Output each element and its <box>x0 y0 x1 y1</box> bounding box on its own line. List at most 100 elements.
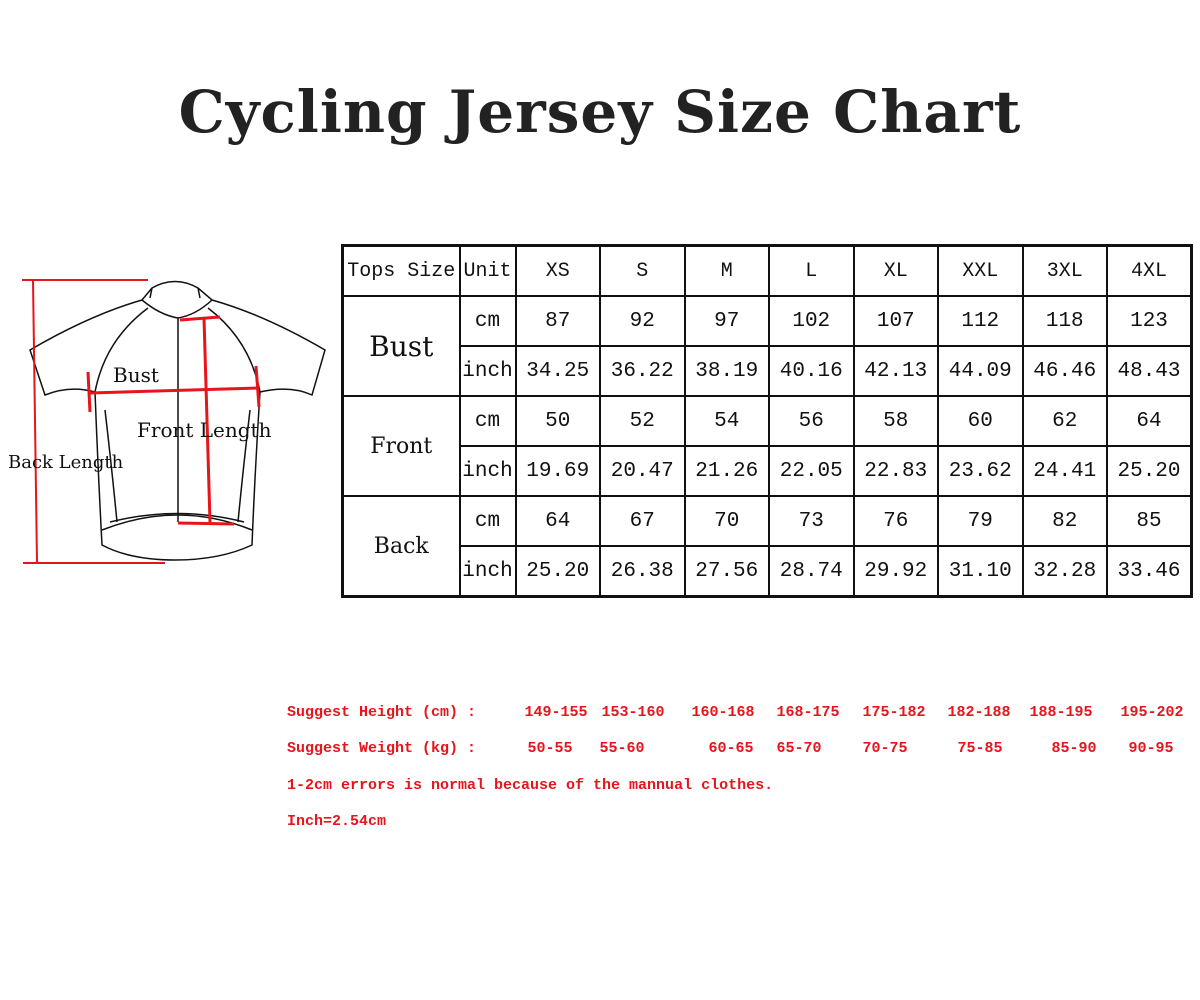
suggested-weight: 65-70 <box>776 740 822 757</box>
value-cell: 21.26 <box>683 445 770 497</box>
table-row: inch 34.25 36.22 38.19 40.16 42.13 44.09 46.46 4… <box>343 345 1193 397</box>
jersey-diagram: Bust Front Length Back Length <box>8 279 326 564</box>
value-cell: 25.20 <box>1106 445 1193 497</box>
header-size: S <box>599 244 686 297</box>
suggested-height: 188-195 <box>1029 704 1093 721</box>
suggested-weight: 85-90 <box>1051 740 1097 757</box>
header-size: 4XL <box>1106 244 1193 297</box>
header-size: 3XL <box>1021 244 1108 297</box>
value-cell: 107 <box>852 295 939 347</box>
measure-lines <box>22 279 261 564</box>
header-size: M <box>683 244 770 297</box>
value-cell: 44.09 <box>937 345 1024 397</box>
value-cell: 102 <box>768 295 855 347</box>
weight-label: Suggest Weight (kg) : <box>287 740 477 757</box>
header-size: L <box>768 244 855 297</box>
row-group-label: Bust <box>341 295 461 397</box>
table-row: Back cm 64 67 70 73 76 79 82 85 <box>341 495 1193 598</box>
value-cell: 23.62 <box>937 445 1024 497</box>
suggested-weight: 75-85 <box>957 740 1003 757</box>
value-cell: 118 <box>1021 295 1108 347</box>
suggested-height: 153-160 <box>601 704 665 721</box>
value-cell: 92 <box>599 295 686 347</box>
value-cell: 67 <box>599 495 686 547</box>
value-cell: 82 <box>1021 495 1108 547</box>
row-group-label: Back <box>341 495 461 598</box>
value-cell: 97 <box>683 295 770 347</box>
row-group-label: Front <box>341 395 461 497</box>
value-cell: 33.46 <box>1106 545 1193 598</box>
value-cell: 60 <box>937 395 1024 447</box>
value-cell: 29.92 <box>852 545 939 598</box>
front-length-label: Front Length <box>137 418 272 442</box>
value-cell: 64 <box>514 495 601 547</box>
size-table: Tops Size Unit XS S M L XL XXL 3XL 4XL B… <box>341 244 1193 598</box>
value-cell: 42.13 <box>852 345 939 397</box>
suggested-height: 182-188 <box>947 704 1011 721</box>
value-cell: 32.28 <box>1021 545 1108 598</box>
value-cell: 73 <box>768 495 855 547</box>
value-cell: 34.25 <box>514 345 601 397</box>
suggested-weight: 50-55 <box>527 740 573 757</box>
value-cell: 54 <box>683 395 770 447</box>
value-cell: 56 <box>768 395 855 447</box>
table-header-row: Tops Size Unit XS S M L XL XXL 3XL 4XL <box>341 244 1193 297</box>
value-cell: 28.74 <box>768 545 855 598</box>
value-cell: 22.83 <box>852 445 939 497</box>
height-label: Suggest Height (cm) : <box>287 704 477 721</box>
jersey-outline <box>29 280 326 561</box>
suggested-height: 175-182 <box>862 704 926 721</box>
header-size: XL <box>852 244 939 297</box>
suggested-height: 160-168 <box>691 704 755 721</box>
value-cell: 85 <box>1106 495 1193 547</box>
suggested-weight: 90-95 <box>1128 740 1174 757</box>
suggested-weight: 55-60 <box>599 740 645 757</box>
value-cell: 87 <box>514 295 601 347</box>
value-cell: 58 <box>852 395 939 447</box>
value-cell: 62 <box>1021 395 1108 447</box>
value-cell: 50 <box>514 395 601 447</box>
suggested-weight: 60-65 <box>708 740 754 757</box>
header-tops-size: Tops Size <box>341 244 461 297</box>
value-cell: 64 <box>1106 395 1193 447</box>
value-cell: 20.47 <box>599 445 686 497</box>
value-cell: 76 <box>852 495 939 547</box>
value-cell: 36.22 <box>599 345 686 397</box>
value-cell: 70 <box>683 495 770 547</box>
suggested-weight: 70-75 <box>862 740 908 757</box>
back-length-label: Back Length <box>8 452 124 473</box>
value-cell: 26.38 <box>599 545 686 598</box>
suggested-height: 168-175 <box>776 704 840 721</box>
unit-cell: cm <box>458 395 517 447</box>
unit-cell: inch <box>458 545 517 598</box>
table-row: Bust cm 87 92 97 102 107 112 118 123 <box>341 295 1193 397</box>
value-cell: 31.10 <box>937 545 1024 598</box>
value-cell: 46.46 <box>1021 345 1108 397</box>
unit-cell: inch <box>458 345 517 397</box>
value-cell: 79 <box>937 495 1024 547</box>
value-cell: 52 <box>599 395 686 447</box>
unit-cell: cm <box>458 295 517 347</box>
value-cell: 25.20 <box>514 545 601 598</box>
value-cell: 48.43 <box>1106 345 1193 397</box>
unit-cell: cm <box>458 495 517 547</box>
value-cell: 112 <box>937 295 1024 347</box>
table-row: Front cm 50 52 54 56 58 60 62 64 <box>341 395 1193 497</box>
error-note: 1-2cm errors is normal because of the ma… <box>287 777 774 794</box>
suggested-height: 149-155 <box>524 704 588 721</box>
header-size: XXL <box>937 244 1024 297</box>
inch-note: Inch=2.54cm <box>287 813 387 830</box>
value-cell: 24.41 <box>1021 445 1108 497</box>
value-cell: 40.16 <box>768 345 855 397</box>
header-unit: Unit <box>458 244 517 297</box>
suggested-height: 195-202 <box>1120 704 1184 721</box>
value-cell: 22.05 <box>768 445 855 497</box>
table-row: inch 25.20 26.38 27.56 28.74 29.92 31.10 32.28 3… <box>343 545 1193 598</box>
value-cell: 19.69 <box>514 445 601 497</box>
value-cell: 123 <box>1106 295 1193 347</box>
value-cell: 38.19 <box>683 345 770 397</box>
value-cell: 27.56 <box>683 545 770 598</box>
table-row: inch 19.69 20.47 21.26 22.05 22.83 23.62 24.41 2… <box>343 445 1193 497</box>
header-size: XS <box>514 244 601 297</box>
